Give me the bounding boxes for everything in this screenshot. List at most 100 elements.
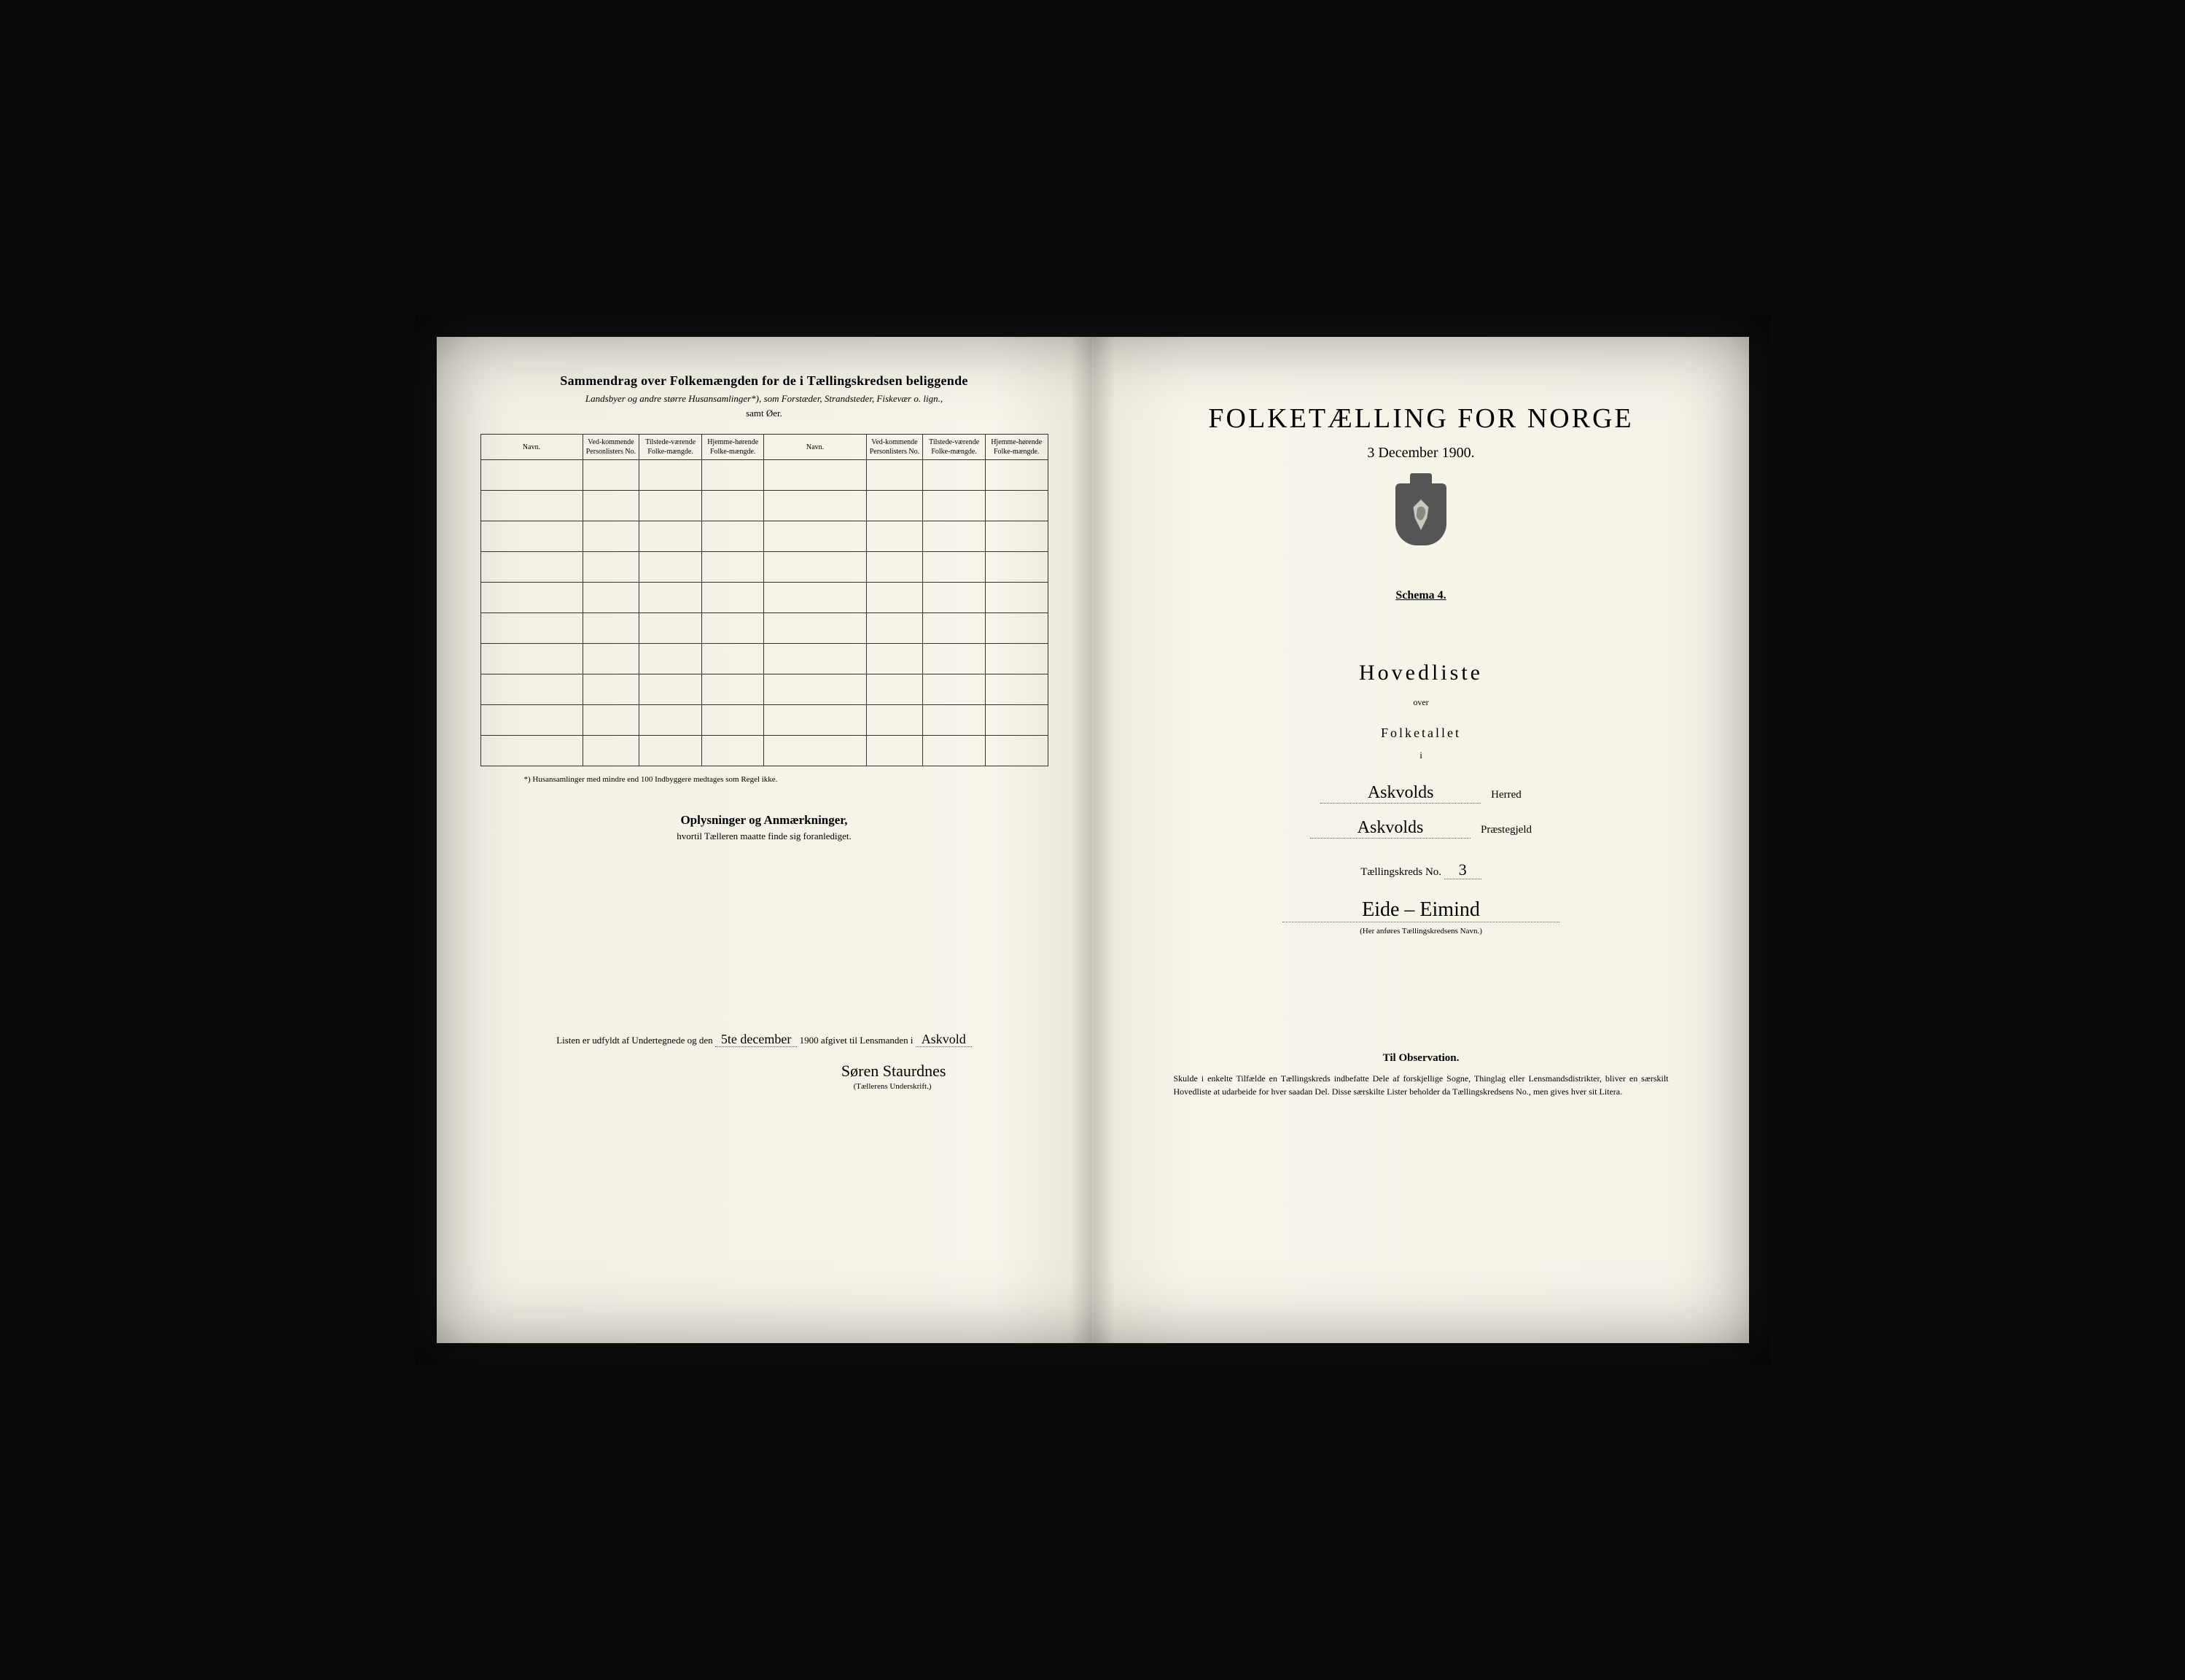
table-cell: [866, 460, 923, 491]
table-cell: [639, 552, 702, 583]
oplysninger-subtitle: hvortil Tælleren maatte finde sig foranl…: [480, 831, 1048, 842]
summary-title: Sammendrag over Folkemængden for de i Tæ…: [480, 373, 1048, 389]
table-cell: [764, 491, 866, 521]
table-cell: [866, 736, 923, 766]
main-title: FOLKETÆLLING FOR NORGE: [1137, 402, 1705, 435]
table-body: [480, 460, 1048, 766]
table-cell: [764, 644, 866, 674]
table-cell: [985, 674, 1048, 705]
table-cell: [701, 460, 764, 491]
table-cell: [480, 521, 583, 552]
table-cell: [583, 644, 639, 674]
table-cell: [480, 460, 583, 491]
table-header-row: Navn. Ved-kommende Personlisters No. Til…: [480, 435, 1048, 460]
table-cell: [764, 521, 866, 552]
praestegjeld-value-handwritten: Askvolds: [1310, 818, 1471, 839]
table-row: [480, 613, 1048, 644]
col-hjemme-2: Hjemme-hørende Folke-mængde.: [985, 435, 1048, 460]
col-navn: Navn.: [480, 435, 583, 460]
table-cell: [480, 674, 583, 705]
table-cell: [985, 644, 1048, 674]
col-navn-2: Navn.: [764, 435, 866, 460]
sign-prefix: Listen er udfyldt af Undertegnede og den: [556, 1035, 712, 1046]
table-cell: [985, 613, 1048, 644]
table-cell: [923, 491, 986, 521]
observation-text: Skulde i enkelte Tilfælde en Tællingskre…: [1137, 1072, 1705, 1098]
table-cell: [764, 460, 866, 491]
table-cell: [985, 521, 1048, 552]
table-cell: [764, 552, 866, 583]
table-cell: [480, 736, 583, 766]
table-cell: [985, 460, 1048, 491]
table-cell: [701, 644, 764, 674]
table-cell: [583, 521, 639, 552]
photo-frame: Sammendrag over Folkemængden for de i Tæ…: [415, 315, 1771, 1365]
table-cell: [639, 583, 702, 613]
table-cell: [985, 736, 1048, 766]
signature-handwritten: Søren Staurdnes: [841, 1062, 946, 1080]
table-cell: [866, 644, 923, 674]
verso-page: Sammendrag over Folkemængden for de i Tæ…: [437, 337, 1094, 1343]
summary-subtitle-2: samt Øer.: [480, 408, 1048, 419]
col-personlister-2: Ved-kommende Personlisters No.: [866, 435, 923, 460]
table-cell: [639, 613, 702, 644]
table-cell: [866, 705, 923, 736]
col-tilstede-2: Tilstede-værende Folke-mængde.: [923, 435, 986, 460]
table-row: [480, 491, 1048, 521]
table-row: [480, 674, 1048, 705]
herred-row: Askvolds Herred: [1137, 783, 1705, 804]
col-tilstede: Tilstede-værende Folke-mængde.: [639, 435, 702, 460]
folketallet-label: Folketallet: [1137, 726, 1705, 741]
table-cell: [923, 705, 986, 736]
table-cell: [480, 644, 583, 674]
table-row: [480, 705, 1048, 736]
table-cell: [639, 491, 702, 521]
table-cell: [583, 460, 639, 491]
signature-caption: (Tællerens Underskrift.): [480, 1082, 1048, 1091]
col-personlister: Ved-kommende Personlisters No.: [583, 435, 639, 460]
table-cell: [639, 736, 702, 766]
table-cell: [985, 552, 1048, 583]
table-cell: [583, 705, 639, 736]
summary-subtitle: Landsbyer og andre større Husansamlinger…: [480, 393, 1048, 405]
praestegjeld-label: Præstegjeld: [1481, 824, 1532, 836]
table-row: [480, 521, 1048, 552]
coat-of-arms-icon: [1395, 483, 1446, 545]
kreds-caption: (Her anføres Tællingskredsens Navn.): [1137, 927, 1705, 936]
table-cell: [701, 491, 764, 521]
table-cell: [985, 491, 1048, 521]
col-hjemme: Hjemme-hørende Folke-mængde.: [701, 435, 764, 460]
schema-label: Schema 4.: [1137, 589, 1705, 602]
table-cell: [701, 552, 764, 583]
oplysninger-heading: Oplysninger og Anmærkninger,: [480, 813, 1048, 828]
census-date: 3 December 1900.: [1137, 445, 1705, 462]
table-cell: [866, 521, 923, 552]
sign-place-handwritten: Askvold: [916, 1032, 972, 1047]
table-cell: [985, 583, 1048, 613]
table-cell: [923, 552, 986, 583]
table-cell: [985, 705, 1048, 736]
table-cell: [923, 644, 986, 674]
kreds-no-handwritten: 3: [1444, 860, 1481, 879]
table-cell: [701, 613, 764, 644]
table-cell: [639, 644, 702, 674]
sign-year: 1900: [800, 1035, 819, 1046]
table-cell: [583, 491, 639, 521]
recto-page: FOLKETÆLLING FOR NORGE 3 December 1900. …: [1094, 337, 1749, 1343]
table-cell: [639, 674, 702, 705]
i-label: i: [1137, 750, 1705, 761]
table-cell: [583, 613, 639, 644]
table-cell: [866, 674, 923, 705]
table-cell: [923, 736, 986, 766]
table-cell: [923, 583, 986, 613]
table-row: [480, 644, 1048, 674]
table-cell: [764, 674, 866, 705]
table-cell: [701, 674, 764, 705]
table-cell: [583, 552, 639, 583]
table-cell: [923, 613, 986, 644]
table-cell: [701, 705, 764, 736]
table-cell: [866, 552, 923, 583]
table-row: [480, 552, 1048, 583]
table-cell: [701, 583, 764, 613]
table-cell: [701, 736, 764, 766]
